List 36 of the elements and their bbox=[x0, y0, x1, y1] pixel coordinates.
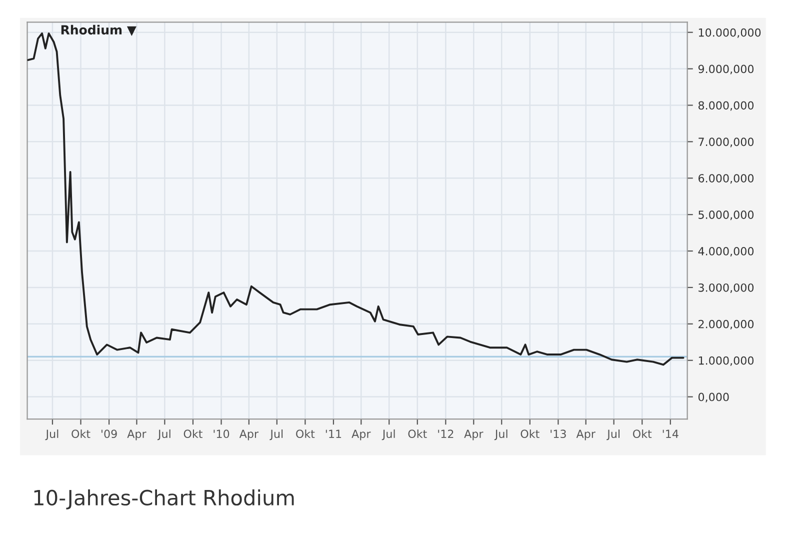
x-tick-label: Okt bbox=[296, 429, 315, 438]
x-tick-label: Apr bbox=[464, 430, 484, 440]
y-tick-label: 4.000,000 bbox=[698, 246, 754, 257]
x-tick-label: Jul bbox=[382, 429, 395, 440]
x-tick-label: Jul bbox=[606, 429, 620, 440]
x-tick-label: Jul bbox=[270, 429, 283, 440]
x-tick-label: Apr bbox=[576, 430, 596, 440]
text: 10-Jahres-Chart Rhodium bbox=[34, 489, 294, 510]
x-tick-label: '09 bbox=[102, 430, 117, 438]
x-tick-label: '14 bbox=[662, 430, 678, 438]
x-tick-label: '12 bbox=[438, 430, 454, 438]
y-tick-label: 5.000,000 bbox=[698, 210, 754, 220]
x-tick-label: Okt bbox=[184, 429, 202, 438]
y-tick-label: 3.000,000 bbox=[698, 283, 754, 293]
x-tick-label: Apr bbox=[352, 430, 371, 440]
y-tick-label: 8.000,000 bbox=[698, 101, 754, 111]
x-tick-label: Jul bbox=[45, 429, 58, 440]
x-tick-label: Okt bbox=[520, 429, 540, 438]
x-tick-label: Apr bbox=[239, 430, 259, 440]
y-tick-label: 10.000,000 bbox=[698, 28, 761, 38]
x-tick-label: Okt bbox=[72, 429, 90, 438]
x-tick-label: '11 bbox=[326, 430, 342, 438]
y-tick-label: 6.000,000 bbox=[698, 174, 754, 184]
y-tick-label: 0,000 bbox=[698, 392, 729, 402]
y-tick-label: 7.000,000 bbox=[698, 138, 754, 148]
x-tick-label: '13 bbox=[550, 430, 566, 438]
x-tick-label: Jul bbox=[494, 429, 508, 440]
x-tick-label: '10 bbox=[214, 430, 230, 438]
x-tick-label: Okt bbox=[408, 429, 427, 438]
y-tick-label: 1.000,000 bbox=[698, 356, 754, 366]
x-tick-label: Jul bbox=[157, 429, 170, 440]
chart-title: Rhodium ▼ bbox=[61, 24, 136, 36]
y-tick-label: 2.000,000 bbox=[698, 320, 754, 330]
x-tick-label: Apr bbox=[127, 430, 146, 440]
x-tick-label: Okt bbox=[632, 429, 652, 438]
y-tick-label: 9.000,000 bbox=[698, 64, 754, 74]
